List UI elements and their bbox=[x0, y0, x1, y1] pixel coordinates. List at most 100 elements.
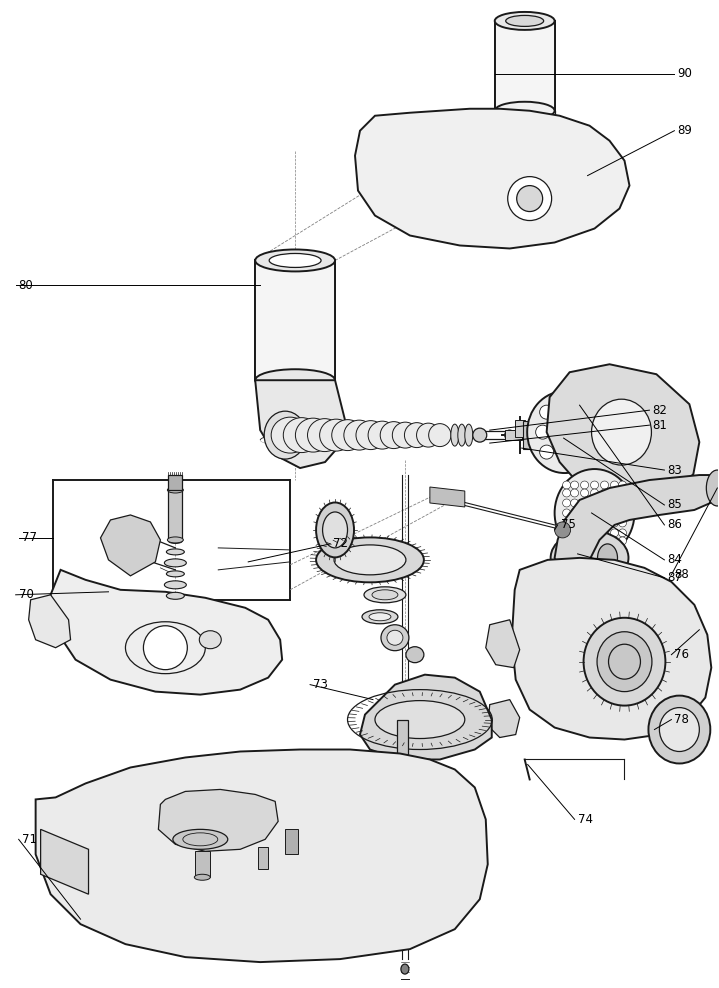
Ellipse shape bbox=[584, 618, 665, 705]
Ellipse shape bbox=[380, 422, 408, 449]
Text: 86: 86 bbox=[667, 519, 682, 532]
Circle shape bbox=[600, 536, 608, 545]
Circle shape bbox=[571, 536, 579, 545]
Ellipse shape bbox=[166, 549, 184, 555]
Circle shape bbox=[610, 529, 618, 536]
Polygon shape bbox=[430, 487, 464, 507]
Ellipse shape bbox=[296, 418, 331, 453]
Ellipse shape bbox=[451, 424, 459, 447]
Polygon shape bbox=[158, 789, 278, 852]
Text: 90: 90 bbox=[677, 67, 692, 80]
Ellipse shape bbox=[166, 593, 184, 600]
Ellipse shape bbox=[597, 544, 618, 572]
Circle shape bbox=[580, 481, 589, 489]
Text: 71: 71 bbox=[22, 833, 37, 846]
Polygon shape bbox=[101, 515, 160, 576]
Circle shape bbox=[600, 489, 608, 497]
Circle shape bbox=[562, 481, 571, 489]
Ellipse shape bbox=[255, 370, 335, 391]
Circle shape bbox=[590, 489, 598, 497]
Text: 82: 82 bbox=[652, 404, 667, 417]
Circle shape bbox=[571, 529, 579, 536]
Ellipse shape bbox=[331, 420, 364, 451]
Circle shape bbox=[618, 499, 626, 507]
Polygon shape bbox=[523, 421, 533, 450]
Ellipse shape bbox=[264, 411, 306, 459]
Text: 81: 81 bbox=[652, 419, 667, 432]
Circle shape bbox=[580, 425, 594, 439]
Circle shape bbox=[618, 536, 626, 545]
Circle shape bbox=[610, 499, 618, 507]
Ellipse shape bbox=[562, 544, 582, 572]
Polygon shape bbox=[554, 475, 719, 580]
Polygon shape bbox=[258, 848, 268, 869]
Polygon shape bbox=[397, 719, 408, 760]
Text: 75: 75 bbox=[561, 519, 575, 532]
Circle shape bbox=[536, 425, 549, 439]
Circle shape bbox=[618, 529, 626, 536]
Circle shape bbox=[571, 519, 579, 527]
Ellipse shape bbox=[168, 538, 183, 543]
Text: 78: 78 bbox=[674, 713, 690, 726]
Polygon shape bbox=[512, 558, 711, 740]
Polygon shape bbox=[29, 595, 70, 648]
Polygon shape bbox=[40, 829, 88, 894]
Circle shape bbox=[571, 499, 579, 507]
Circle shape bbox=[571, 489, 579, 497]
Ellipse shape bbox=[464, 424, 473, 447]
Circle shape bbox=[540, 446, 554, 459]
Polygon shape bbox=[196, 852, 210, 877]
Ellipse shape bbox=[458, 424, 466, 447]
Ellipse shape bbox=[334, 545, 406, 575]
Circle shape bbox=[576, 405, 590, 419]
Ellipse shape bbox=[393, 422, 418, 449]
Ellipse shape bbox=[473, 428, 487, 442]
Circle shape bbox=[517, 186, 543, 211]
Circle shape bbox=[580, 529, 589, 536]
Circle shape bbox=[590, 529, 598, 536]
Ellipse shape bbox=[404, 423, 429, 448]
Ellipse shape bbox=[495, 102, 554, 120]
Ellipse shape bbox=[269, 254, 321, 268]
Polygon shape bbox=[168, 475, 183, 490]
Polygon shape bbox=[255, 380, 345, 468]
Circle shape bbox=[562, 536, 571, 545]
Ellipse shape bbox=[381, 624, 409, 651]
Ellipse shape bbox=[283, 418, 320, 453]
Ellipse shape bbox=[166, 571, 184, 577]
Ellipse shape bbox=[255, 250, 335, 272]
Circle shape bbox=[580, 489, 589, 497]
Polygon shape bbox=[355, 109, 629, 248]
Text: 70: 70 bbox=[19, 588, 34, 602]
Polygon shape bbox=[515, 420, 525, 437]
Polygon shape bbox=[36, 750, 487, 962]
Circle shape bbox=[554, 522, 571, 537]
Circle shape bbox=[508, 177, 551, 220]
Circle shape bbox=[558, 425, 572, 439]
Polygon shape bbox=[486, 619, 520, 668]
Ellipse shape bbox=[401, 964, 409, 974]
Text: 87: 87 bbox=[667, 571, 682, 584]
Circle shape bbox=[562, 489, 571, 497]
Circle shape bbox=[600, 481, 608, 489]
Circle shape bbox=[618, 509, 626, 517]
Ellipse shape bbox=[406, 647, 424, 663]
Polygon shape bbox=[50, 570, 282, 695]
Polygon shape bbox=[487, 700, 520, 737]
Circle shape bbox=[562, 509, 571, 517]
Circle shape bbox=[515, 430, 525, 440]
Ellipse shape bbox=[168, 536, 183, 542]
Circle shape bbox=[571, 481, 579, 489]
Ellipse shape bbox=[271, 417, 309, 453]
Ellipse shape bbox=[369, 613, 391, 620]
Text: 84: 84 bbox=[667, 553, 682, 566]
Ellipse shape bbox=[387, 630, 403, 645]
Ellipse shape bbox=[316, 537, 424, 582]
Circle shape bbox=[558, 402, 572, 416]
Text: 89: 89 bbox=[677, 124, 692, 137]
Ellipse shape bbox=[344, 420, 375, 451]
Ellipse shape bbox=[316, 503, 354, 557]
Ellipse shape bbox=[396, 757, 408, 762]
Polygon shape bbox=[168, 490, 183, 539]
Ellipse shape bbox=[659, 707, 700, 752]
